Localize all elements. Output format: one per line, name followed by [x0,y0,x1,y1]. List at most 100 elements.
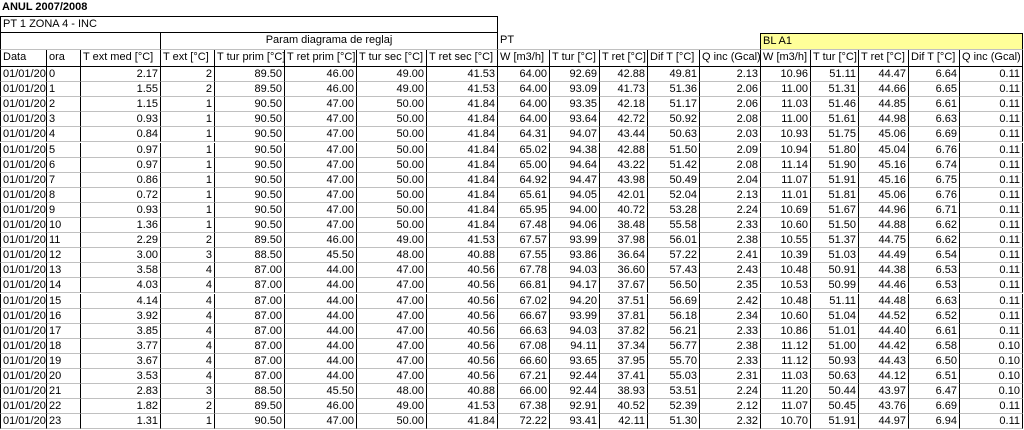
data-cell: 45.06 [859,187,909,203]
data-cell: 94.03 [550,323,600,339]
data-cell: 37.67 [600,278,648,294]
data-cell: 64.31 [498,127,550,143]
data-cell: 93.86 [550,248,600,264]
data-cell: 89.50 [215,82,285,98]
data-cell: 11.03 [761,97,811,113]
data-cell: 2 [161,82,215,98]
data-cell: 87.00 [215,278,285,294]
date-cell: 01/01/2008 [0,142,47,158]
data-cell: 67.57 [498,233,550,249]
data-cell: 94.05 [550,187,600,203]
data-cell: 90.50 [215,112,285,128]
data-cell: 3 [47,112,81,128]
sheet-title: ANUL 2007/2008 [2,1,88,13]
data-cell: 44.38 [859,263,909,279]
data-cell: 11.01 [761,187,811,203]
data-cell: 0.11 [960,97,1023,113]
data-cell: 52.39 [648,399,700,415]
data-cell: 46.00 [285,399,357,415]
data-cell: 44.40 [859,323,909,339]
data-cell: 65.61 [498,187,550,203]
data-cell: 64.00 [498,112,550,128]
data-cell: 0.11 [960,293,1023,309]
data-cell: 90.50 [215,97,285,113]
data-cell: 50.93 [811,353,859,369]
data-cell: 0.86 [81,172,161,188]
data-cell: 40.56 [427,293,498,309]
data-cell: 10.48 [761,263,811,279]
data-cell: 47.00 [357,369,427,385]
data-cell: 0.11 [960,202,1023,218]
data-cell: 51.01 [811,323,859,339]
data-cell: 3.92 [81,308,161,324]
data-cell: 6.51 [909,369,960,385]
data-cell: 56.69 [648,293,700,309]
data-cell: 47.00 [357,308,427,324]
data-cell: 3.85 [81,323,161,339]
data-cell: 51.90 [811,157,859,173]
data-cell: 50.00 [357,218,427,234]
data-cell: 37.81 [600,308,648,324]
date-cell: 01/01/2008 [0,399,47,415]
data-cell: 1 [161,112,215,128]
data-cell: 1 [161,414,215,430]
data-cell: 0.97 [81,157,161,173]
data-cell: 50.92 [648,112,700,128]
data-cell: 47.00 [357,278,427,294]
data-cell: 3.53 [81,369,161,385]
data-cell: 43.97 [859,384,909,400]
data-cell: 66.67 [498,308,550,324]
data-cell: 0.11 [960,263,1023,279]
data-cell: 0.11 [960,172,1023,188]
column-header: Dif T [°C] [909,50,960,67]
data-cell: 6.61 [909,97,960,113]
data-cell: 4 [161,308,215,324]
data-cell: 40.56 [427,308,498,324]
data-cell: 1 [161,97,215,113]
data-cell: 1.82 [81,399,161,415]
data-cell: 2.29 [81,233,161,249]
data-cell: 67.21 [498,369,550,385]
data-cell: 44.97 [859,414,909,430]
data-cell: 87.00 [215,308,285,324]
data-cell: 94.07 [550,127,600,143]
data-cell: 0.11 [960,187,1023,203]
data-cell: 6.58 [909,338,960,354]
data-cell: 10.48 [761,293,811,309]
data-cell: 47.00 [285,414,357,430]
data-cell: 53.51 [648,384,700,400]
data-cell: 88.50 [215,384,285,400]
data-cell: 44.66 [859,82,909,98]
data-cell: 94.03 [550,263,600,279]
data-cell: 51.17 [648,97,700,113]
data-cell: 93.99 [550,308,600,324]
data-cell: 6.62 [909,233,960,249]
header-group: Param diagrama de reglaj [161,33,498,50]
data-cell: 23 [47,414,81,430]
data-cell: 22 [47,399,81,415]
data-cell: 0.10 [960,369,1023,385]
data-cell: 64.00 [498,82,550,98]
data-cell: 37.34 [600,338,648,354]
data-cell: 14 [47,278,81,294]
data-cell: 1 [161,218,215,234]
data-cell: 6.53 [909,263,960,279]
data-cell: 38.48 [600,218,648,234]
data-cell: 43.76 [859,399,909,415]
data-cell: 10.86 [761,323,811,339]
column-header: Q inc (Gcal) [700,50,761,67]
data-cell: 1 [161,172,215,188]
data-cell: 37.51 [600,293,648,309]
data-cell: 37.95 [600,353,648,369]
data-cell: 50.63 [811,369,859,385]
data-cell: 21 [47,384,81,400]
data-cell: 6.63 [909,112,960,128]
data-cell: 46.00 [285,233,357,249]
data-cell: 41.84 [427,218,498,234]
data-cell: 43.22 [600,157,648,173]
data-cell: 4.14 [81,293,161,309]
date-cell: 01/01/2008 [0,157,47,173]
date-cell: 01/01/2008 [0,202,47,218]
data-cell: 90.50 [215,157,285,173]
data-cell: 6.63 [909,293,960,309]
